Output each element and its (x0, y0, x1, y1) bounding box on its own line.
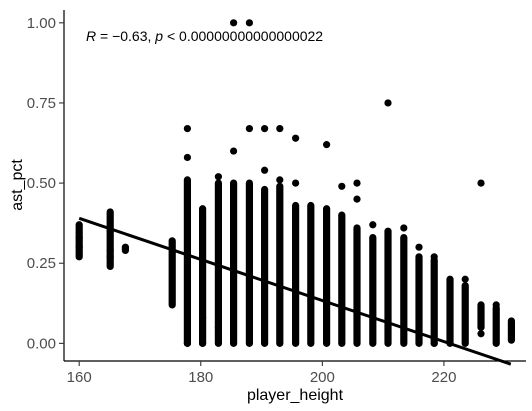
data-point (183, 153, 192, 162)
p-value: < 0.00000000000000022 (163, 28, 323, 44)
regression-line (78, 216, 512, 366)
data-point (477, 179, 485, 187)
data-point (276, 176, 284, 184)
x-tick-label: 180 (188, 369, 213, 386)
p-symbol: p (154, 28, 163, 44)
data-point (430, 339, 438, 347)
x-tick-label: 160 (67, 369, 92, 386)
y-tick-label: 0.50 (27, 175, 56, 192)
data-point (230, 19, 238, 27)
data-point (261, 166, 269, 174)
y-axis-ticks: 0.00 0.25 0.50 0.75 1.00 (27, 15, 64, 352)
data-point (492, 301, 500, 309)
data-point (230, 147, 238, 155)
r-value: = −0.63, (96, 28, 155, 44)
data-point (292, 134, 300, 142)
data-point (214, 323, 223, 331)
data-point (106, 246, 114, 255)
data-point (199, 339, 207, 347)
r-symbol: R (86, 28, 96, 44)
data-point (338, 182, 346, 190)
data-point (369, 221, 377, 229)
data-point (353, 179, 361, 187)
data-point (400, 224, 408, 232)
data-point (477, 330, 485, 338)
x-axis-title: player_height (247, 387, 344, 404)
y-tick-label: 0.00 (27, 335, 56, 352)
data-point (75, 243, 83, 251)
y-tick-label: 1.00 (27, 15, 56, 32)
x-tick-label: 220 (431, 369, 456, 386)
data-point (75, 233, 83, 242)
data-point (245, 125, 254, 133)
data-point (430, 253, 438, 261)
x-tick-label: 200 (310, 369, 335, 386)
y-tick-label: 0.25 (27, 255, 56, 272)
data-point (292, 179, 300, 187)
data-point (261, 125, 269, 133)
data-point (415, 243, 423, 251)
data-point (384, 99, 392, 107)
data-point (183, 339, 192, 347)
data-point (214, 173, 223, 181)
data-point (245, 19, 254, 27)
correlation-annotation: R = −0.63, p < 0.00000000000000022 (86, 28, 323, 44)
y-tick-label: 0.75 (27, 95, 56, 112)
x-axis-ticks: 160 180 200 220 (67, 361, 456, 386)
data-point (323, 141, 331, 149)
data-point (461, 275, 469, 283)
data-point (353, 195, 361, 203)
data-point (276, 125, 284, 133)
y-axis-title: ast_pct (9, 159, 26, 211)
data-points (75, 19, 516, 347)
data-point (106, 253, 114, 261)
data-point (183, 125, 192, 133)
data-point (199, 314, 207, 322)
